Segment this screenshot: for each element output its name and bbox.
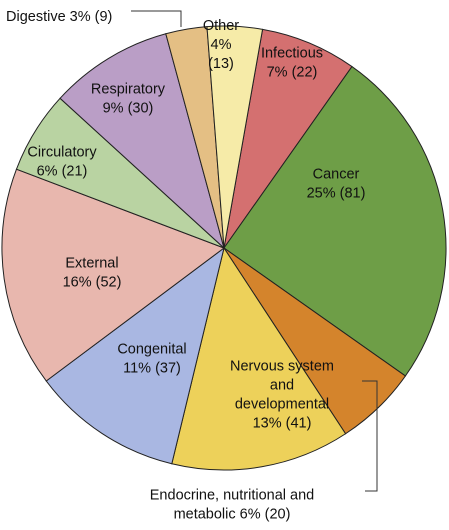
slice-label-respiratory: Respiratory 9% (30)	[91, 81, 166, 116]
slice-label-line: Infectious	[261, 45, 323, 61]
slice-label-line: Digestive 3% (9)	[6, 9, 112, 25]
slice-label-line: Cancer	[313, 166, 360, 182]
pie-slices	[1, 25, 447, 471]
slice-label-cancer: Cancer 25% (81)	[307, 166, 366, 201]
slice-label-line: 11% (37)	[123, 360, 181, 376]
pie-slice-congenital	[45, 246, 225, 465]
pie-slice-other	[206, 25, 264, 249]
slice-label-external: External 16% (52)	[63, 255, 122, 290]
leader-line-digestive	[131, 10, 182, 27]
slice-label-line: 13% (41)	[253, 415, 312, 431]
slice-label-line: Nervous system	[230, 358, 334, 374]
slice-label-circulatory: Circulatory 6% (21)	[27, 144, 97, 179]
slice-label-line: 6% (21)	[37, 163, 88, 179]
slice-label-line: Other	[203, 18, 239, 34]
pie-slice-respiratory	[59, 33, 225, 250]
slice-label-digestive: Digestive 3% (9)	[6, 9, 112, 25]
pie-slice-cancer	[223, 65, 447, 377]
slice-label-line: Endocrine, nutritional and	[150, 487, 314, 503]
slice-label-line: 7% (22)	[267, 64, 318, 80]
slice-label-line: 16% (52)	[63, 274, 122, 290]
slice-label-line: External	[65, 255, 118, 271]
slice-label-line: Congenital	[117, 341, 186, 357]
leader-line-endocrine	[362, 380, 378, 492]
slice-label-line: 4%	[211, 37, 232, 53]
slice-label-infectious: Infectious 7% (22)	[261, 45, 323, 80]
pie-slice-external	[1, 168, 226, 382]
slice-label-endocrine: Endocrine, nutritional and metabolic 6% (…	[150, 487, 314, 522]
slice-label-line: developmental	[235, 396, 329, 412]
slice-label-nervous: Nervous system and developmental 13% (41)	[230, 358, 334, 431]
slice-label-line: Respiratory	[91, 81, 166, 97]
slice-label-line: and	[270, 377, 294, 393]
slice-label-line: 9% (30)	[103, 100, 154, 116]
pie-slice-nervous	[171, 246, 347, 471]
slice-label-line: (13)	[208, 56, 234, 72]
slice-label-line: Circulatory	[27, 144, 97, 160]
slice-label-line: 25% (81)	[307, 185, 366, 201]
slice-label-line: metabolic 6% (20)	[174, 506, 291, 522]
slice-label-other: Other 4% (13)	[203, 18, 239, 72]
slice-label-congenital: Congenital 11% (37)	[117, 341, 186, 376]
